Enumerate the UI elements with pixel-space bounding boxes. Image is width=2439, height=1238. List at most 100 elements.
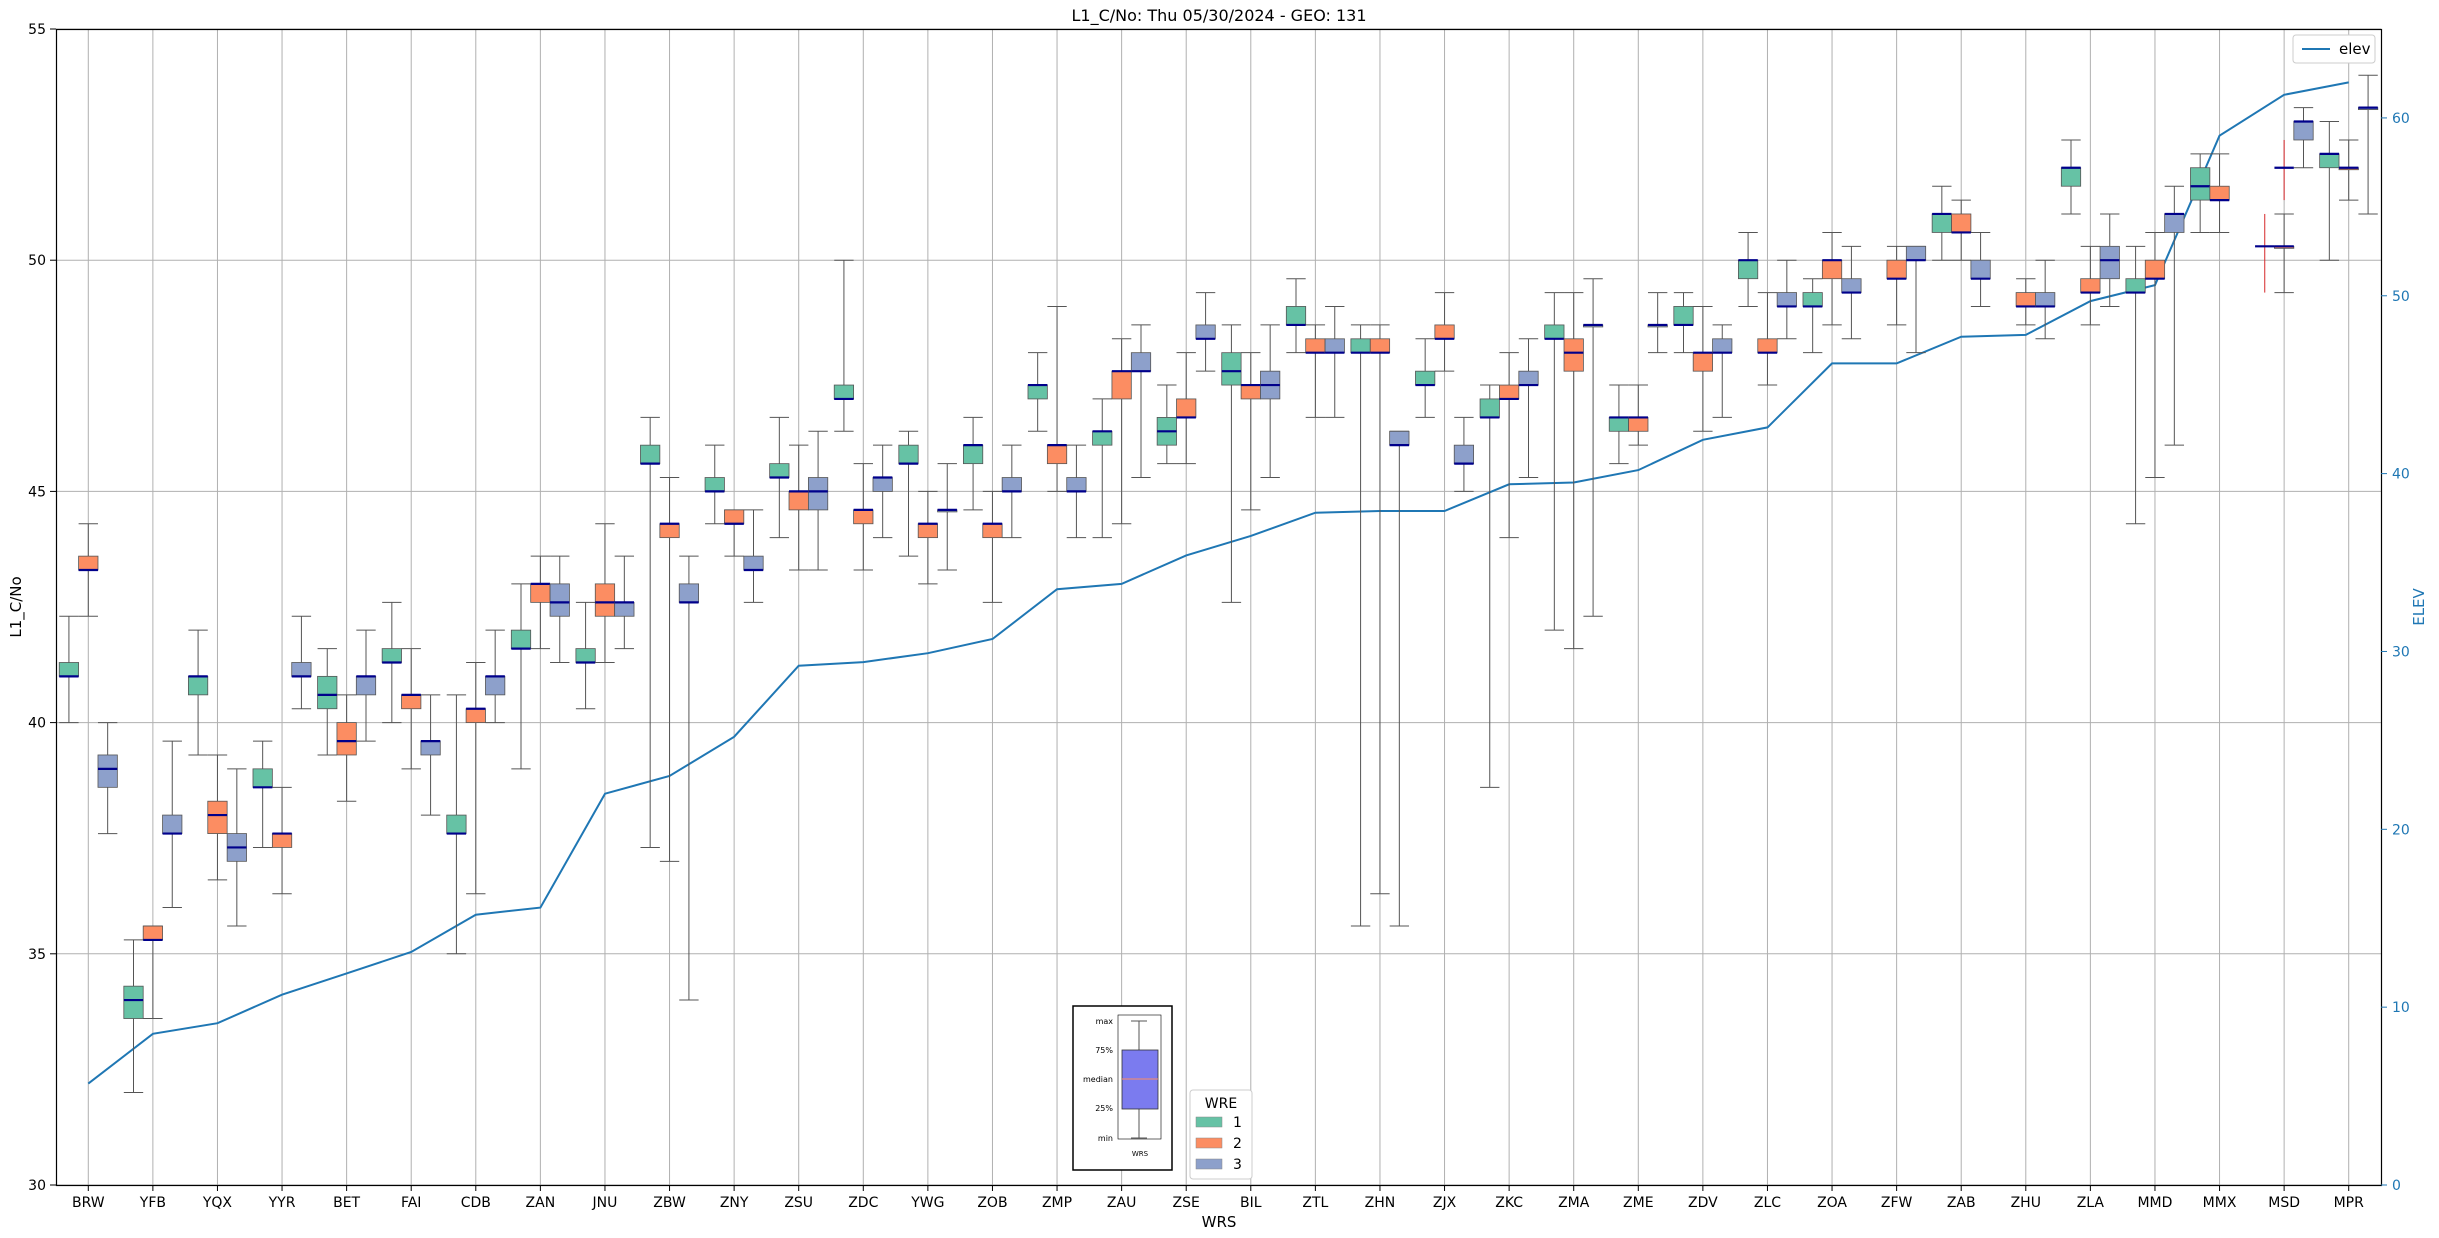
box-wre3-ZFW	[1905, 245, 1927, 261]
box-wre3-ZTL	[1324, 338, 1345, 354]
box-wre2-BIL	[1240, 384, 1261, 400]
x-tick-label-BET: BET	[333, 1195, 360, 1211]
box-key-label-max: max	[1096, 1017, 1114, 1026]
y-tick-label-30: 30	[28, 1178, 46, 1194]
box-wre1-YYR	[252, 768, 273, 788]
box-wre3-ZSE	[1195, 324, 1216, 340]
y2-axis-label: ELEV	[2410, 587, 2428, 625]
wre-legend-frame	[1189, 1089, 1253, 1180]
box-wre3-ZLA	[2099, 245, 2120, 280]
box-key-xlabel: WRS	[1132, 1150, 1149, 1158]
wre-legend: WRE 1 2 3	[1189, 1089, 1253, 1180]
x-tick-label-ZAB: ZAB	[1947, 1195, 1976, 1211]
box-wre2-ZSE	[1176, 398, 1197, 418]
box-wre1-ZLC	[1737, 259, 1759, 280]
x-tick-label-ZLA: ZLA	[2077, 1195, 2105, 1211]
x-tick-label-BIL: BIL	[1240, 1195, 1262, 1211]
x-tick-label-ZNY: ZNY	[720, 1195, 749, 1211]
box-wre3-ZDV	[1712, 338, 1733, 354]
box-wre1-ZAB	[1931, 213, 1952, 233]
y-axis-right: 0 10 20 30 40 50 60	[2381, 111, 2410, 1194]
box-wre3-ZAN	[549, 583, 570, 617]
elev-legend: elev	[2292, 34, 2376, 64]
x-tick-label-ZHN: ZHN	[1365, 1195, 1396, 1211]
box-wre1-YFB	[123, 985, 144, 1019]
x-axis-label: WRS	[1202, 1213, 1237, 1231]
box-wre1-BIL	[1221, 352, 1242, 386]
box-wre2-CDB	[465, 708, 486, 724]
box-wre2-JNU	[594, 583, 616, 617]
y2-tick-label-30: 30	[2392, 644, 2410, 660]
y2-tick-label-40: 40	[2392, 467, 2410, 483]
box-wre2-MMX	[2209, 185, 2230, 201]
x-tick-label-YWG: YWG	[910, 1195, 944, 1211]
box-wre1-ZOB	[962, 444, 984, 465]
y-axis-left: 30 35 40 45 50 55	[28, 22, 56, 1194]
box-wre3-ZHN	[1389, 430, 1410, 446]
x-tick-label-ZTL: ZTL	[1302, 1195, 1328, 1211]
box-wre3-JNU	[614, 601, 635, 617]
x-tick-label-ZKC: ZKC	[1495, 1195, 1523, 1211]
box-wre2-FAI	[401, 694, 422, 710]
wre-legend-swatch-3	[1195, 1158, 1223, 1170]
box-wre1-ZOA	[1802, 292, 1823, 307]
box-wre3-ZLC	[1776, 292, 1797, 307]
box-wre1-ZKC	[1479, 398, 1500, 418]
box-key-label-25: 25%	[1095, 1104, 1113, 1113]
box-key-label-median: median	[1083, 1075, 1113, 1084]
box-wre2-ZAB	[1951, 213, 1972, 233]
wre-legend-swatch-1	[1195, 1116, 1223, 1128]
box-wre3-ZHU	[2035, 292, 2056, 307]
box-wre2-ZBW	[659, 523, 680, 539]
y2-tick-label-50: 50	[2392, 289, 2410, 305]
box-wre2-ZME	[1628, 417, 1649, 432]
box-wre1-FAI	[381, 648, 402, 663]
y-tick-label-55: 55	[28, 22, 46, 38]
x-tick-label-ZAN: ZAN	[526, 1195, 556, 1211]
y-tick-label-45: 45	[28, 484, 46, 500]
y2-tick-label-10: 10	[2392, 1000, 2410, 1016]
elev-legend-frame	[2292, 34, 2376, 64]
y2-tick-label-20: 20	[2392, 822, 2410, 838]
box-wre3-ZBW	[678, 583, 700, 603]
chart-title: L1_C/No: Thu 05/30/2024 - GEO: 131	[1071, 6, 1366, 26]
wre-legend-swatch-2	[1195, 1137, 1223, 1149]
box-plot-group	[58, 74, 2379, 1094]
box-wre1-ZJX	[1415, 370, 1436, 386]
y-tick-label-35: 35	[28, 947, 46, 963]
y-tick-label-40: 40	[28, 716, 46, 732]
box-wre1-JNU	[575, 648, 596, 663]
box-wre1-ZMP	[1027, 384, 1048, 400]
box-wre2-YQX	[207, 800, 228, 834]
box-wre2-ZLA	[2080, 278, 2101, 293]
y2-tick-label-60: 60	[2392, 111, 2410, 127]
box-wre1-ZHN	[1350, 338, 1371, 354]
box-wre1-ZAN	[510, 629, 532, 650]
elev-legend-label: elev	[2339, 40, 2371, 58]
box-wre2-ZDV	[1692, 352, 1713, 372]
box-wre2-ZHN	[1369, 338, 1391, 354]
box-wre2-BET	[336, 722, 357, 756]
box-wre1-MMX	[2190, 167, 2211, 201]
x-tick-label-JNU: JNU	[592, 1195, 618, 1211]
x-tick-label-ZMA: ZMA	[1558, 1195, 1590, 1211]
x-tick-label-ZME: ZME	[1623, 1195, 1654, 1211]
box-wre3-YYR	[291, 662, 312, 677]
box-wre2-ZKC	[1499, 384, 1520, 400]
box-wre2-ZFW	[1886, 259, 1907, 280]
x-tick-label-ZLC: ZLC	[1754, 1195, 1781, 1211]
box-wre3-ZKC	[1518, 370, 1539, 386]
wre-legend-label-2: 2	[1233, 1136, 1242, 1152]
box-wre1-MPR	[2319, 153, 2340, 169]
box-wre2-YWG	[917, 523, 938, 539]
box-wre2-ZOA	[1821, 259, 1843, 280]
x-tick-label-ZDV: ZDV	[1688, 1195, 1718, 1211]
x-tick-label-ZDC: ZDC	[848, 1195, 878, 1211]
box-wre1-ZLA	[2060, 167, 2082, 187]
wre-legend-label-1: 1	[1233, 1115, 1242, 1131]
x-tick-label-ZHU: ZHU	[2011, 1195, 2041, 1211]
box-wre2-YYR	[271, 833, 293, 848]
box-key-label-min: min	[1098, 1134, 1113, 1143]
box-wre1-YQX	[187, 675, 209, 696]
